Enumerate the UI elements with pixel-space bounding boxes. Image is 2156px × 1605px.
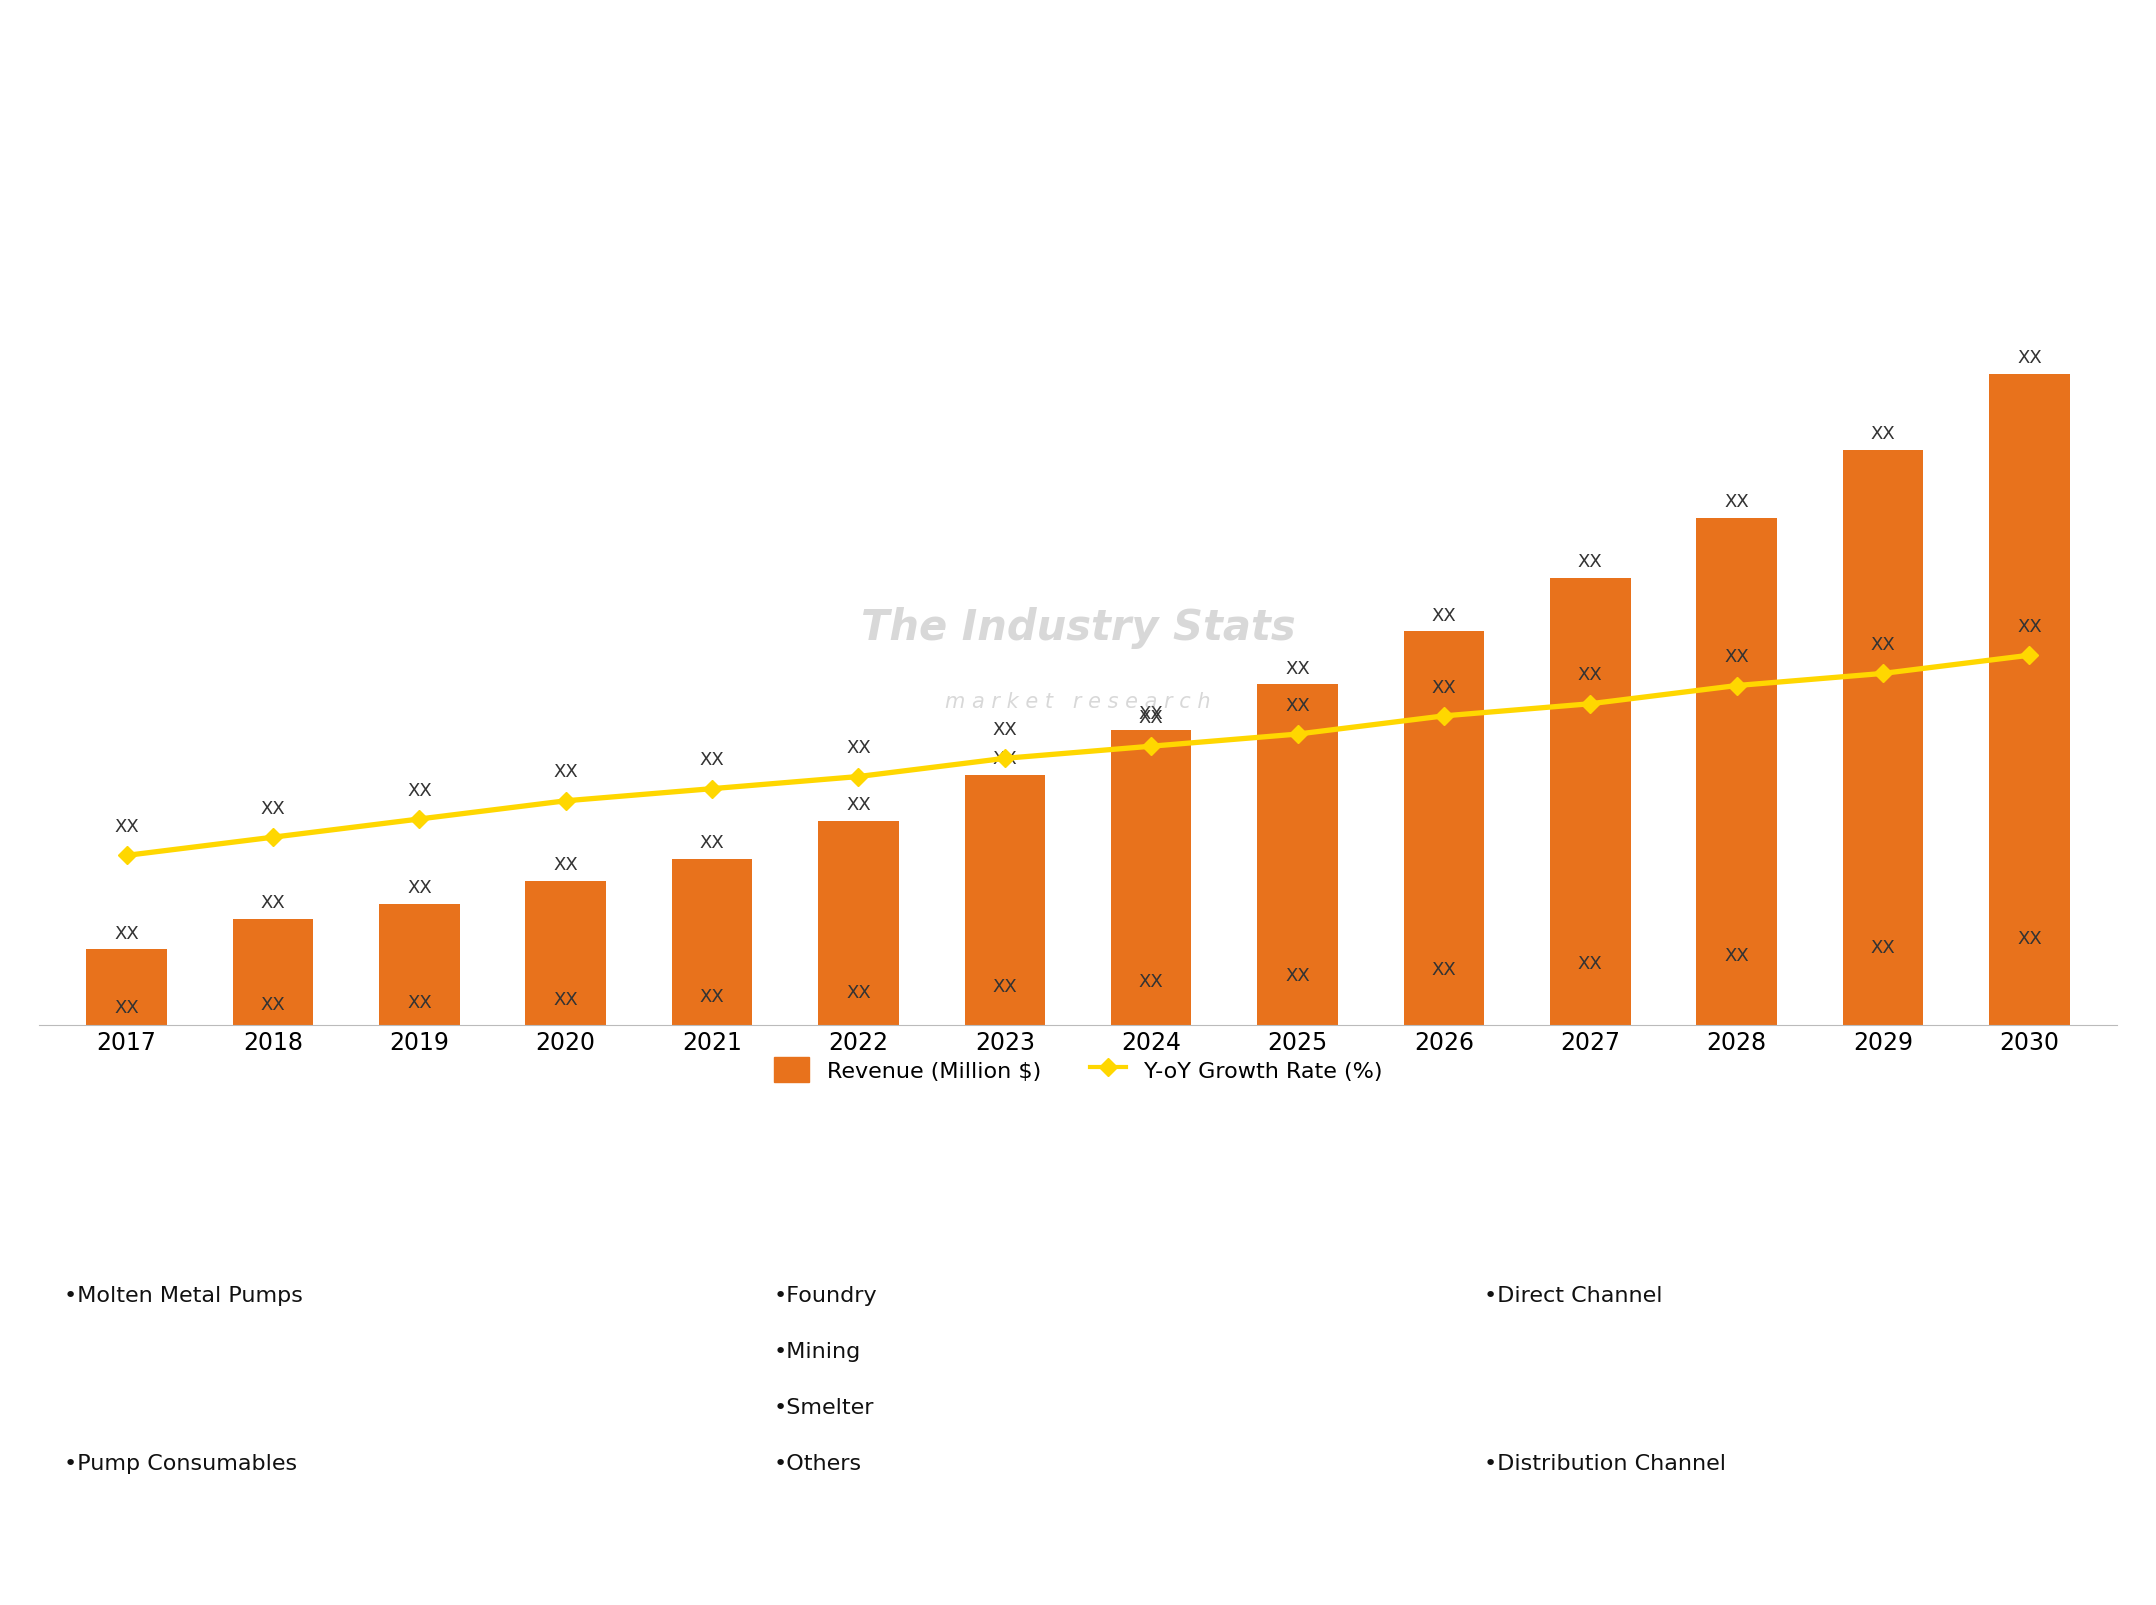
Bar xyxy=(1843,451,1923,1026)
Text: XX: XX xyxy=(1871,424,1895,443)
Text: XX: XX xyxy=(1432,960,1455,979)
Text: XX: XX xyxy=(1578,953,1602,973)
Bar xyxy=(86,950,166,1026)
Text: •Foundry: •Foundry xyxy=(774,1286,877,1305)
Text: XX: XX xyxy=(1725,947,1749,965)
Legend: Revenue (Million $), Y-oY Growth Rate (%): Revenue (Million $), Y-oY Growth Rate (%… xyxy=(765,1048,1391,1091)
Text: XX: XX xyxy=(261,894,285,912)
Text: Fig. Global Molten Metal Pump & Consumable Market Status and Outlook: Fig. Global Molten Metal Pump & Consumab… xyxy=(26,30,1350,63)
Text: •Smelter: •Smelter xyxy=(774,1396,873,1417)
Text: XX: XX xyxy=(1578,666,1602,684)
Text: XX: XX xyxy=(1138,705,1164,722)
Bar xyxy=(1404,632,1483,1026)
Text: XX: XX xyxy=(1871,636,1895,653)
Text: XX: XX xyxy=(114,817,138,836)
Text: XX: XX xyxy=(554,990,578,1008)
Text: XX: XX xyxy=(1138,708,1164,727)
Bar xyxy=(1550,579,1630,1026)
Text: •Mining: •Mining xyxy=(774,1342,860,1361)
Text: XX: XX xyxy=(261,995,285,1013)
Bar xyxy=(1697,518,1777,1026)
Text: XX: XX xyxy=(1578,554,1602,571)
Text: •Distribution Channel: •Distribution Channel xyxy=(1483,1453,1725,1473)
Text: XX: XX xyxy=(992,977,1018,995)
Text: XX: XX xyxy=(1285,966,1311,985)
Text: Product Types: Product Types xyxy=(276,1167,459,1193)
Text: •Pump Consumables: •Pump Consumables xyxy=(63,1453,298,1473)
Text: XX: XX xyxy=(114,924,138,942)
Text: XX: XX xyxy=(845,796,871,814)
Text: The Industry Stats: The Industry Stats xyxy=(860,607,1296,648)
Bar xyxy=(1990,374,2070,1026)
Text: •Direct Channel: •Direct Channel xyxy=(1483,1286,1662,1305)
Text: Sales Channels: Sales Channels xyxy=(1688,1167,1889,1193)
Bar xyxy=(1110,730,1192,1026)
Text: XX: XX xyxy=(407,878,431,897)
Text: XX: XX xyxy=(1285,660,1311,677)
Bar xyxy=(233,920,313,1026)
Text: XX: XX xyxy=(845,738,871,756)
Bar xyxy=(379,905,459,1026)
Text: XX: XX xyxy=(701,751,724,769)
Bar xyxy=(1257,685,1337,1026)
Text: XX: XX xyxy=(701,833,724,851)
Text: •Molten Metal Pumps: •Molten Metal Pumps xyxy=(63,1286,302,1305)
Bar xyxy=(819,822,899,1026)
Text: XX: XX xyxy=(1725,648,1749,666)
Text: XX: XX xyxy=(407,782,431,799)
Text: Application: Application xyxy=(1005,1167,1151,1193)
Text: XX: XX xyxy=(701,987,724,1006)
Text: XX: XX xyxy=(992,750,1018,767)
Text: Email: sales@theindustrystats.com: Email: sales@theindustrystats.com xyxy=(886,1565,1270,1584)
Text: XX: XX xyxy=(1138,973,1164,990)
Text: XX: XX xyxy=(554,855,578,875)
Text: XX: XX xyxy=(845,984,871,1002)
Text: XX: XX xyxy=(2018,348,2042,366)
Text: •Others: •Others xyxy=(774,1453,862,1473)
Text: XX: XX xyxy=(2018,929,2042,947)
Text: XX: XX xyxy=(1725,493,1749,510)
Text: XX: XX xyxy=(261,799,285,817)
Text: XX: XX xyxy=(2018,618,2042,636)
Text: XX: XX xyxy=(554,762,578,782)
Text: XX: XX xyxy=(1285,697,1311,714)
Text: m a r k e t   r e s e a r c h: m a r k e t r e s e a r c h xyxy=(944,692,1212,713)
Text: XX: XX xyxy=(1871,939,1895,957)
Text: XX: XX xyxy=(407,993,431,1011)
Text: XX: XX xyxy=(114,998,138,1016)
Text: Website: www.theindustrystats.com: Website: www.theindustrystats.com xyxy=(1718,1565,2117,1584)
Text: XX: XX xyxy=(1432,677,1455,697)
Bar xyxy=(526,881,606,1026)
Text: XX: XX xyxy=(992,721,1018,738)
Text: Source: Theindustrystats Analysis: Source: Theindustrystats Analysis xyxy=(39,1565,414,1584)
Text: XX: XX xyxy=(1432,607,1455,624)
Bar xyxy=(673,859,752,1026)
Bar xyxy=(964,775,1046,1026)
